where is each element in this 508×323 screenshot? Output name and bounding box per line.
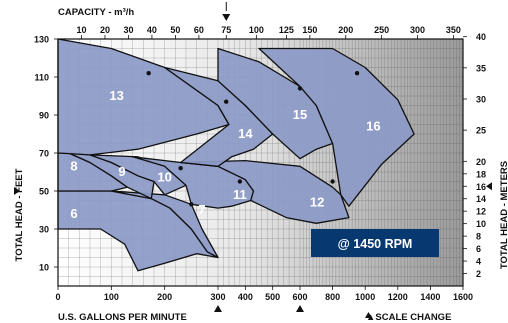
speed-badge: @ 1450 RPM bbox=[338, 237, 413, 251]
scale-change-marker bbox=[296, 305, 304, 312]
efficiency-point-3 bbox=[297, 86, 303, 91]
y2-tick-label: 6 bbox=[476, 244, 481, 254]
y2-tick-label: 35 bbox=[476, 63, 486, 73]
x-tick-label: 200 bbox=[157, 292, 172, 302]
x2-axis-title: CAPACITY - m³/h bbox=[58, 7, 134, 18]
x-tick-label: 1600 bbox=[453, 292, 473, 302]
y2-axis-title: TOTAL HEAD - METERS bbox=[499, 161, 508, 269]
efficiency-point-5 bbox=[178, 166, 183, 171]
region-label-11: 11 bbox=[233, 187, 247, 202]
x-axis-title: U.S. GALLONS PER MINUTE bbox=[58, 312, 187, 323]
y2-tick-label: 8 bbox=[476, 232, 481, 242]
y-axis-ticks: 10 30 50 70 90 110 130 bbox=[34, 35, 58, 273]
y-tick-label: 10 bbox=[39, 263, 49, 273]
x2-tick-label: 20 bbox=[100, 25, 110, 35]
y2-tick-label: 30 bbox=[476, 94, 486, 104]
region-label-10: 10 bbox=[157, 170, 171, 185]
plot-frame bbox=[57, 38, 464, 287]
y-tick-label: 90 bbox=[39, 111, 49, 121]
x2-tick-label: 40 bbox=[147, 25, 157, 35]
x-tick-label: 1000 bbox=[355, 292, 375, 302]
region-label-6: 6 bbox=[70, 206, 77, 221]
region-12 bbox=[180, 159, 350, 224]
region-label-15: 15 bbox=[293, 107, 307, 122]
y2-tick-label: 20 bbox=[476, 157, 486, 167]
x-tick-label: 800 bbox=[325, 292, 340, 302]
efficiency-point-1 bbox=[146, 71, 151, 76]
x-tick-label: 600 bbox=[292, 292, 307, 302]
efficiency-point-4 bbox=[354, 71, 360, 76]
axis-indicators bbox=[14, 2, 492, 318]
y-tick-label: 110 bbox=[34, 73, 49, 83]
x-tick-label: 300 bbox=[210, 292, 225, 302]
x-tick-label: 100 bbox=[104, 292, 119, 302]
x-tick-label: 1400 bbox=[420, 292, 440, 302]
efficiency-point-7 bbox=[330, 179, 335, 184]
y-tick-label: 50 bbox=[39, 187, 49, 197]
y-tick-label: 70 bbox=[39, 149, 49, 159]
region-15 bbox=[217, 47, 334, 160]
region-label-16: 16 bbox=[366, 118, 380, 133]
x2-tick-label: 150 bbox=[302, 25, 317, 35]
scale-change-legend-marker bbox=[365, 312, 372, 318]
best-efficiency-points bbox=[146, 71, 360, 207]
x2-speed-marker bbox=[222, 14, 231, 21]
x-tick-label: 1200 bbox=[388, 292, 408, 302]
x-axis-ticks: 0 100 200 300 400 500 600 800 1000 1200 1400 1600 bbox=[55, 286, 473, 302]
region-13 bbox=[57, 38, 230, 156]
pump-regions bbox=[57, 38, 415, 272]
x-tick-label: 0 bbox=[55, 292, 60, 302]
y2-tick-label: 2 bbox=[476, 269, 481, 279]
y2-tick-label: 10 bbox=[476, 219, 486, 229]
y-tick-label: 130 bbox=[34, 35, 49, 45]
efficiency-point-6 bbox=[237, 179, 243, 184]
y2-tick-label: 25 bbox=[476, 126, 486, 136]
y2-axis-ticks: 2 4 6 8 10 12 14 16 18 20 25 30 35 40 bbox=[463, 32, 486, 279]
x-tick-label: 500 bbox=[265, 292, 280, 302]
x-tick-label: 400 bbox=[238, 292, 253, 302]
y2-tick-label: 14 bbox=[476, 194, 486, 204]
efficiency-point-2 bbox=[224, 99, 229, 104]
region-label-9: 9 bbox=[118, 164, 125, 179]
scale-change-marker bbox=[214, 305, 222, 312]
region-label-12: 12 bbox=[310, 194, 324, 209]
region-7 bbox=[110, 190, 219, 259]
x2-tick-label: 30 bbox=[123, 25, 133, 35]
y-tick-label: 30 bbox=[39, 225, 49, 235]
scale-change-note: ▲SCALE CHANGE bbox=[366, 312, 451, 323]
region-label-13: 13 bbox=[109, 88, 123, 103]
y-axis-title: TOTAL HEAD - FEET bbox=[14, 168, 25, 261]
x2-tick-label: 125 bbox=[279, 25, 294, 35]
x2-axis-ticks: 10 20 30 40 50 60 75 100 125 150 200 250 300 350 bbox=[76, 25, 461, 39]
x2-tick-label: 200 bbox=[338, 25, 353, 35]
y2-tick-label: 18 bbox=[476, 169, 486, 179]
x2-tick-label: 50 bbox=[170, 25, 180, 35]
y2-tick-label: 12 bbox=[476, 207, 486, 217]
region-label-8: 8 bbox=[70, 158, 77, 173]
y2-tick-label: 16 bbox=[476, 182, 486, 192]
x2-tick-label: 75 bbox=[221, 25, 231, 35]
speed-badge-box bbox=[311, 229, 439, 257]
x2-tick-label: 250 bbox=[374, 25, 389, 35]
x2-tick-label: 100 bbox=[249, 25, 264, 35]
x2-tick-label: 60 bbox=[194, 25, 204, 35]
region-16 bbox=[258, 47, 415, 207]
x2-tick-label: 10 bbox=[76, 25, 86, 35]
region-labels: 6 7 8 9 10 11 12 13 14 15 16 bbox=[70, 88, 380, 221]
y2-tick-label: 40 bbox=[476, 32, 486, 42]
efficiency-point-8 bbox=[189, 202, 194, 207]
region-label-7: 7 bbox=[198, 202, 205, 217]
y2-tick-label: 4 bbox=[476, 257, 481, 267]
region-label-14: 14 bbox=[238, 126, 253, 141]
y-speed-marker bbox=[14, 187, 20, 195]
x2-tick-label: 350 bbox=[446, 25, 461, 35]
x2-tick-label: 300 bbox=[410, 25, 425, 35]
y2-speed-marker bbox=[486, 182, 492, 191]
